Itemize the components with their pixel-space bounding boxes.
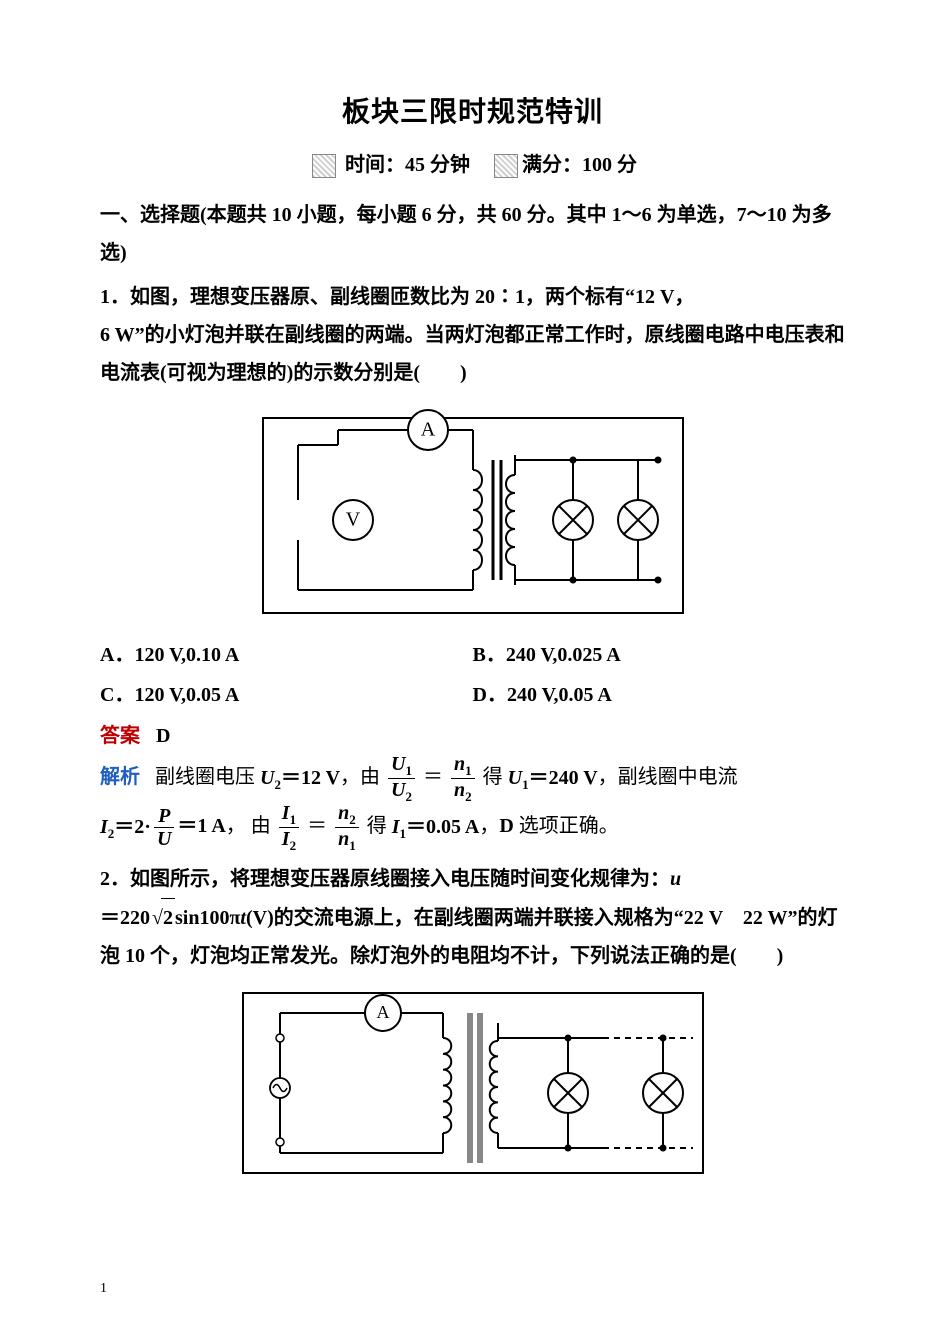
svg-text:A: A (376, 1003, 389, 1023)
q2-stem-line1: 2．如图所示，将理想变压器原线圈接入电压随时间变化规律为：u (100, 860, 845, 898)
time-label: 时间： (345, 154, 405, 176)
q1-options: A．120 V,0.10 A B．240 V,0.025 A C．120 V,0… (100, 635, 845, 715)
q1-option-b: B．240 V,0.025 A (473, 635, 846, 675)
score-value: 100 分 (582, 154, 637, 176)
section-heading-1: 一、选择题(本题共 10 小题，每小题 6 分，共 60 分。其中 1～6 为单… (100, 196, 845, 272)
q1-figure: VA (100, 400, 845, 625)
q1-option-d: D．240 V,0.05 A (473, 675, 846, 715)
q1-stem-line2: 6 W”的小灯泡并联在副线圈的两端。当两灯泡都正常工作时，原线圈电路中电压表和电… (100, 316, 845, 392)
answer-label: 答案 (100, 725, 140, 747)
q1-option-c: C．120 V,0.05 A (100, 675, 473, 715)
page-title: 板块三限时规范特训 (100, 90, 845, 130)
q2-figure: A (100, 983, 845, 1188)
subtitle: 时间：45 分钟 满分：100 分 (100, 148, 845, 178)
time-value: 45 分钟 (405, 154, 470, 176)
page-number: 1 (100, 1281, 107, 1297)
q1-answer: D (156, 725, 170, 747)
score-label: 满分： (522, 154, 582, 176)
q1-option-a: A．120 V,0.10 A (100, 635, 473, 675)
q1-analysis: 解析 副线圈电压 U2＝12 V，由 U1U2 ＝ n1n2 得 U1＝240 … (100, 754, 845, 852)
q1-stem-line1: 1．如图，理想变压器原、副线圈匝数比为 20∶1，两个标有“12 V， (100, 278, 845, 316)
circuit-diagram-1: VA (258, 400, 688, 620)
svg-text:V: V (345, 509, 360, 531)
clock-icon (312, 154, 336, 178)
q2-stem-line2: ＝2202sin100πt(V)的交流电源上，在副线圈两端并联接入规格为“22 … (100, 898, 845, 975)
svg-text:A: A (420, 419, 435, 441)
circuit-diagram-2: A (238, 983, 708, 1183)
analysis-label: 解析 (100, 767, 140, 789)
score-icon (494, 154, 518, 178)
